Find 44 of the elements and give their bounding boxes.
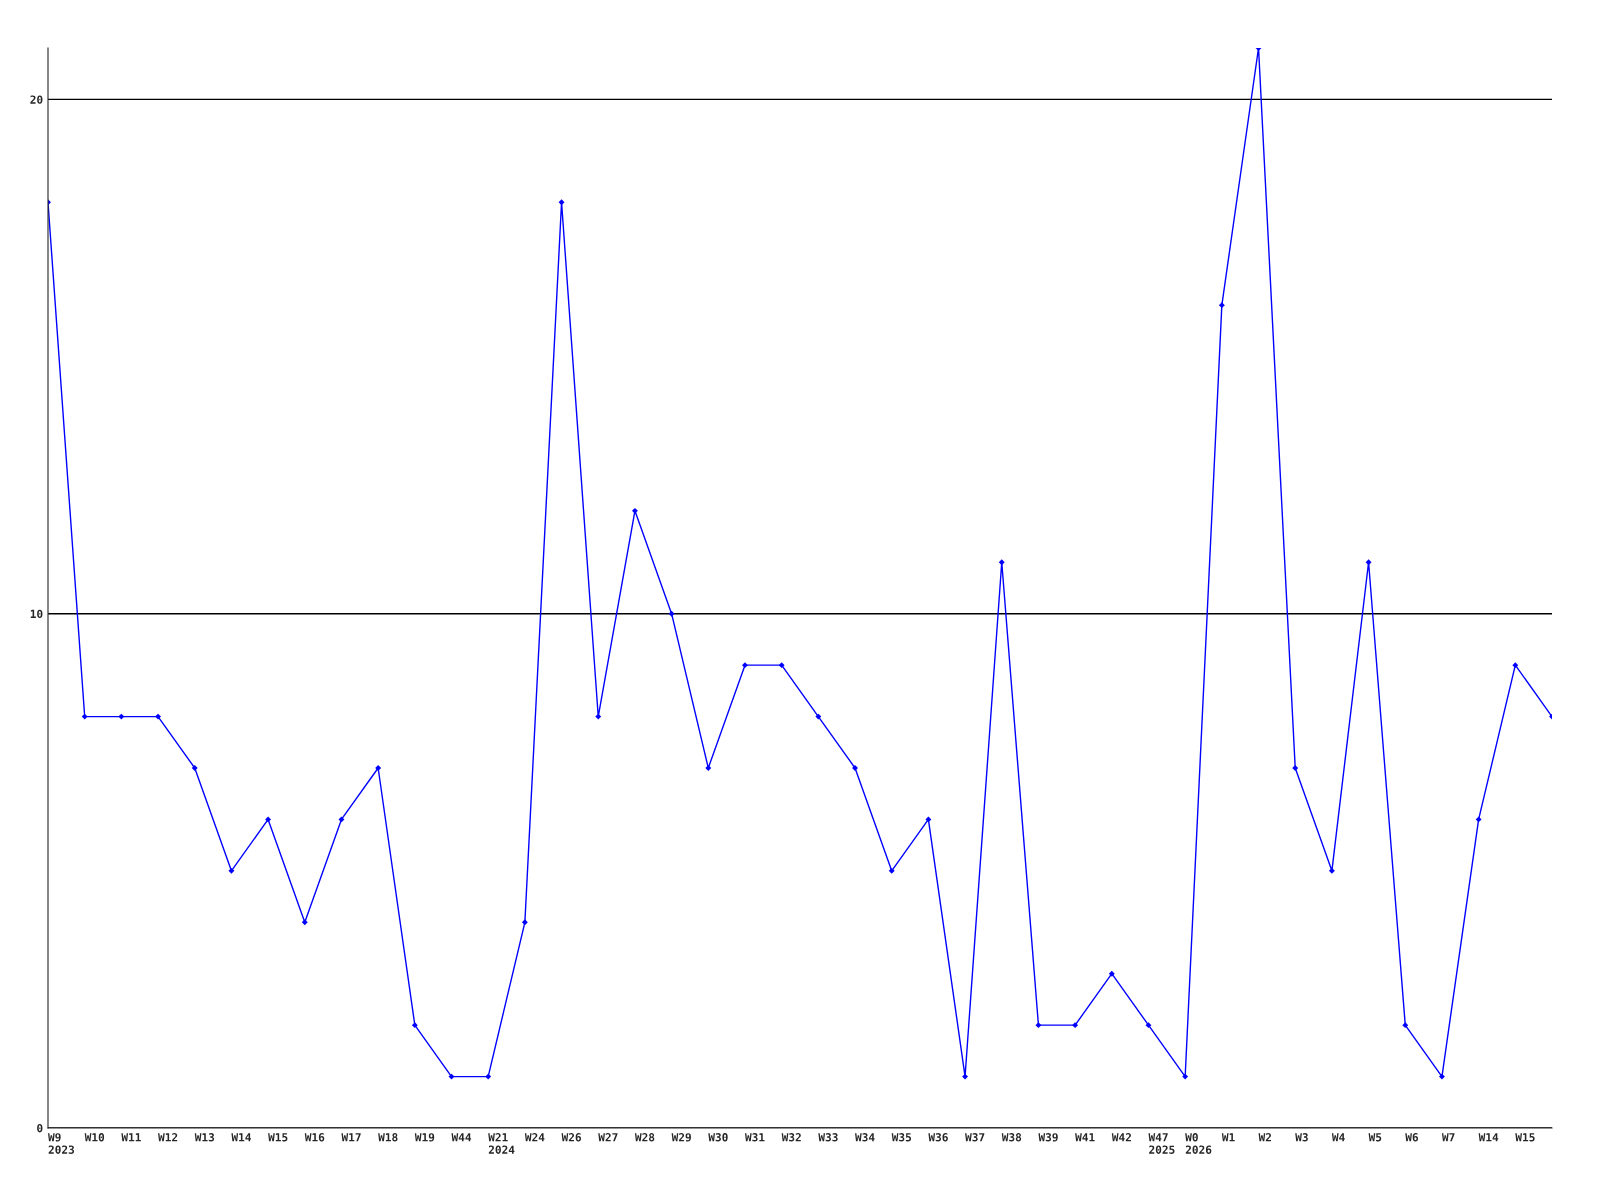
x-tick-label: W27 (598, 1133, 618, 1142)
x-tick-label: W16 (304, 1133, 325, 1142)
x-tick-label: W2 (1258, 1133, 1271, 1142)
x-tick-label: W6 (1405, 1133, 1419, 1142)
x-tick-label: W17 (341, 1133, 361, 1142)
y-tick-label: 10 (30, 609, 43, 619)
x-tick-label: W7 (1441, 1133, 1455, 1142)
x-tick-label: W14 (231, 1133, 251, 1142)
x-tick-label: W33 (818, 1133, 838, 1142)
x-tick-label: W32 (781, 1133, 801, 1142)
x-tick-label: W3 (1295, 1133, 1308, 1142)
y-tick-label: 20 (30, 95, 43, 104)
x-tick-label: W31 (744, 1133, 765, 1142)
x-tick-label: W11 (121, 1133, 141, 1142)
x-tick-label: W42 (1111, 1133, 1131, 1142)
x-tick-label: W44 (451, 1133, 472, 1142)
x-tick-label: W30 (708, 1133, 728, 1142)
x-tick-label: W12 (158, 1133, 178, 1142)
x-tick-label: W0 2026 (1185, 1133, 1212, 1154)
x-tick-label: W35 (891, 1133, 912, 1142)
x-tick-label: W19 (414, 1133, 435, 1142)
x-tick-label: W18 (378, 1133, 398, 1142)
x-tick-label: W29 (671, 1133, 691, 1142)
x-tick-label: W5 (1368, 1133, 1382, 1142)
x-tick-label: W13 (194, 1133, 215, 1142)
y-tick-label: 0 (37, 1123, 43, 1133)
x-tick-label: W38 (1001, 1133, 1022, 1142)
x-tick-label: W28 (634, 1133, 655, 1142)
x-tick-label: W9 2023 (48, 1133, 75, 1154)
x-tick-label: W1 (1221, 1133, 1235, 1142)
x-tick-label: W15 (1515, 1133, 1535, 1142)
x-tick-label: W36 (928, 1133, 948, 1142)
x-tick-label: W26 (561, 1133, 582, 1142)
x-tick-label: W41 (1075, 1133, 1095, 1142)
x-tick-label: W39 (1038, 1133, 1058, 1142)
x-tick-label: W21 2024 (488, 1133, 515, 1154)
x-tick-label: W4 (1331, 1133, 1345, 1142)
x-tick-label: W34 (855, 1133, 875, 1142)
x-tick-label: W24 (524, 1133, 545, 1142)
x-tick-label: W37 (965, 1133, 985, 1142)
x-tick-label: W15 (268, 1133, 288, 1142)
x-tick-label: W10 (84, 1133, 105, 1142)
x-tick-label: W47 2025 (1148, 1133, 1175, 1154)
x-tick-label: W14 (1478, 1133, 1499, 1142)
